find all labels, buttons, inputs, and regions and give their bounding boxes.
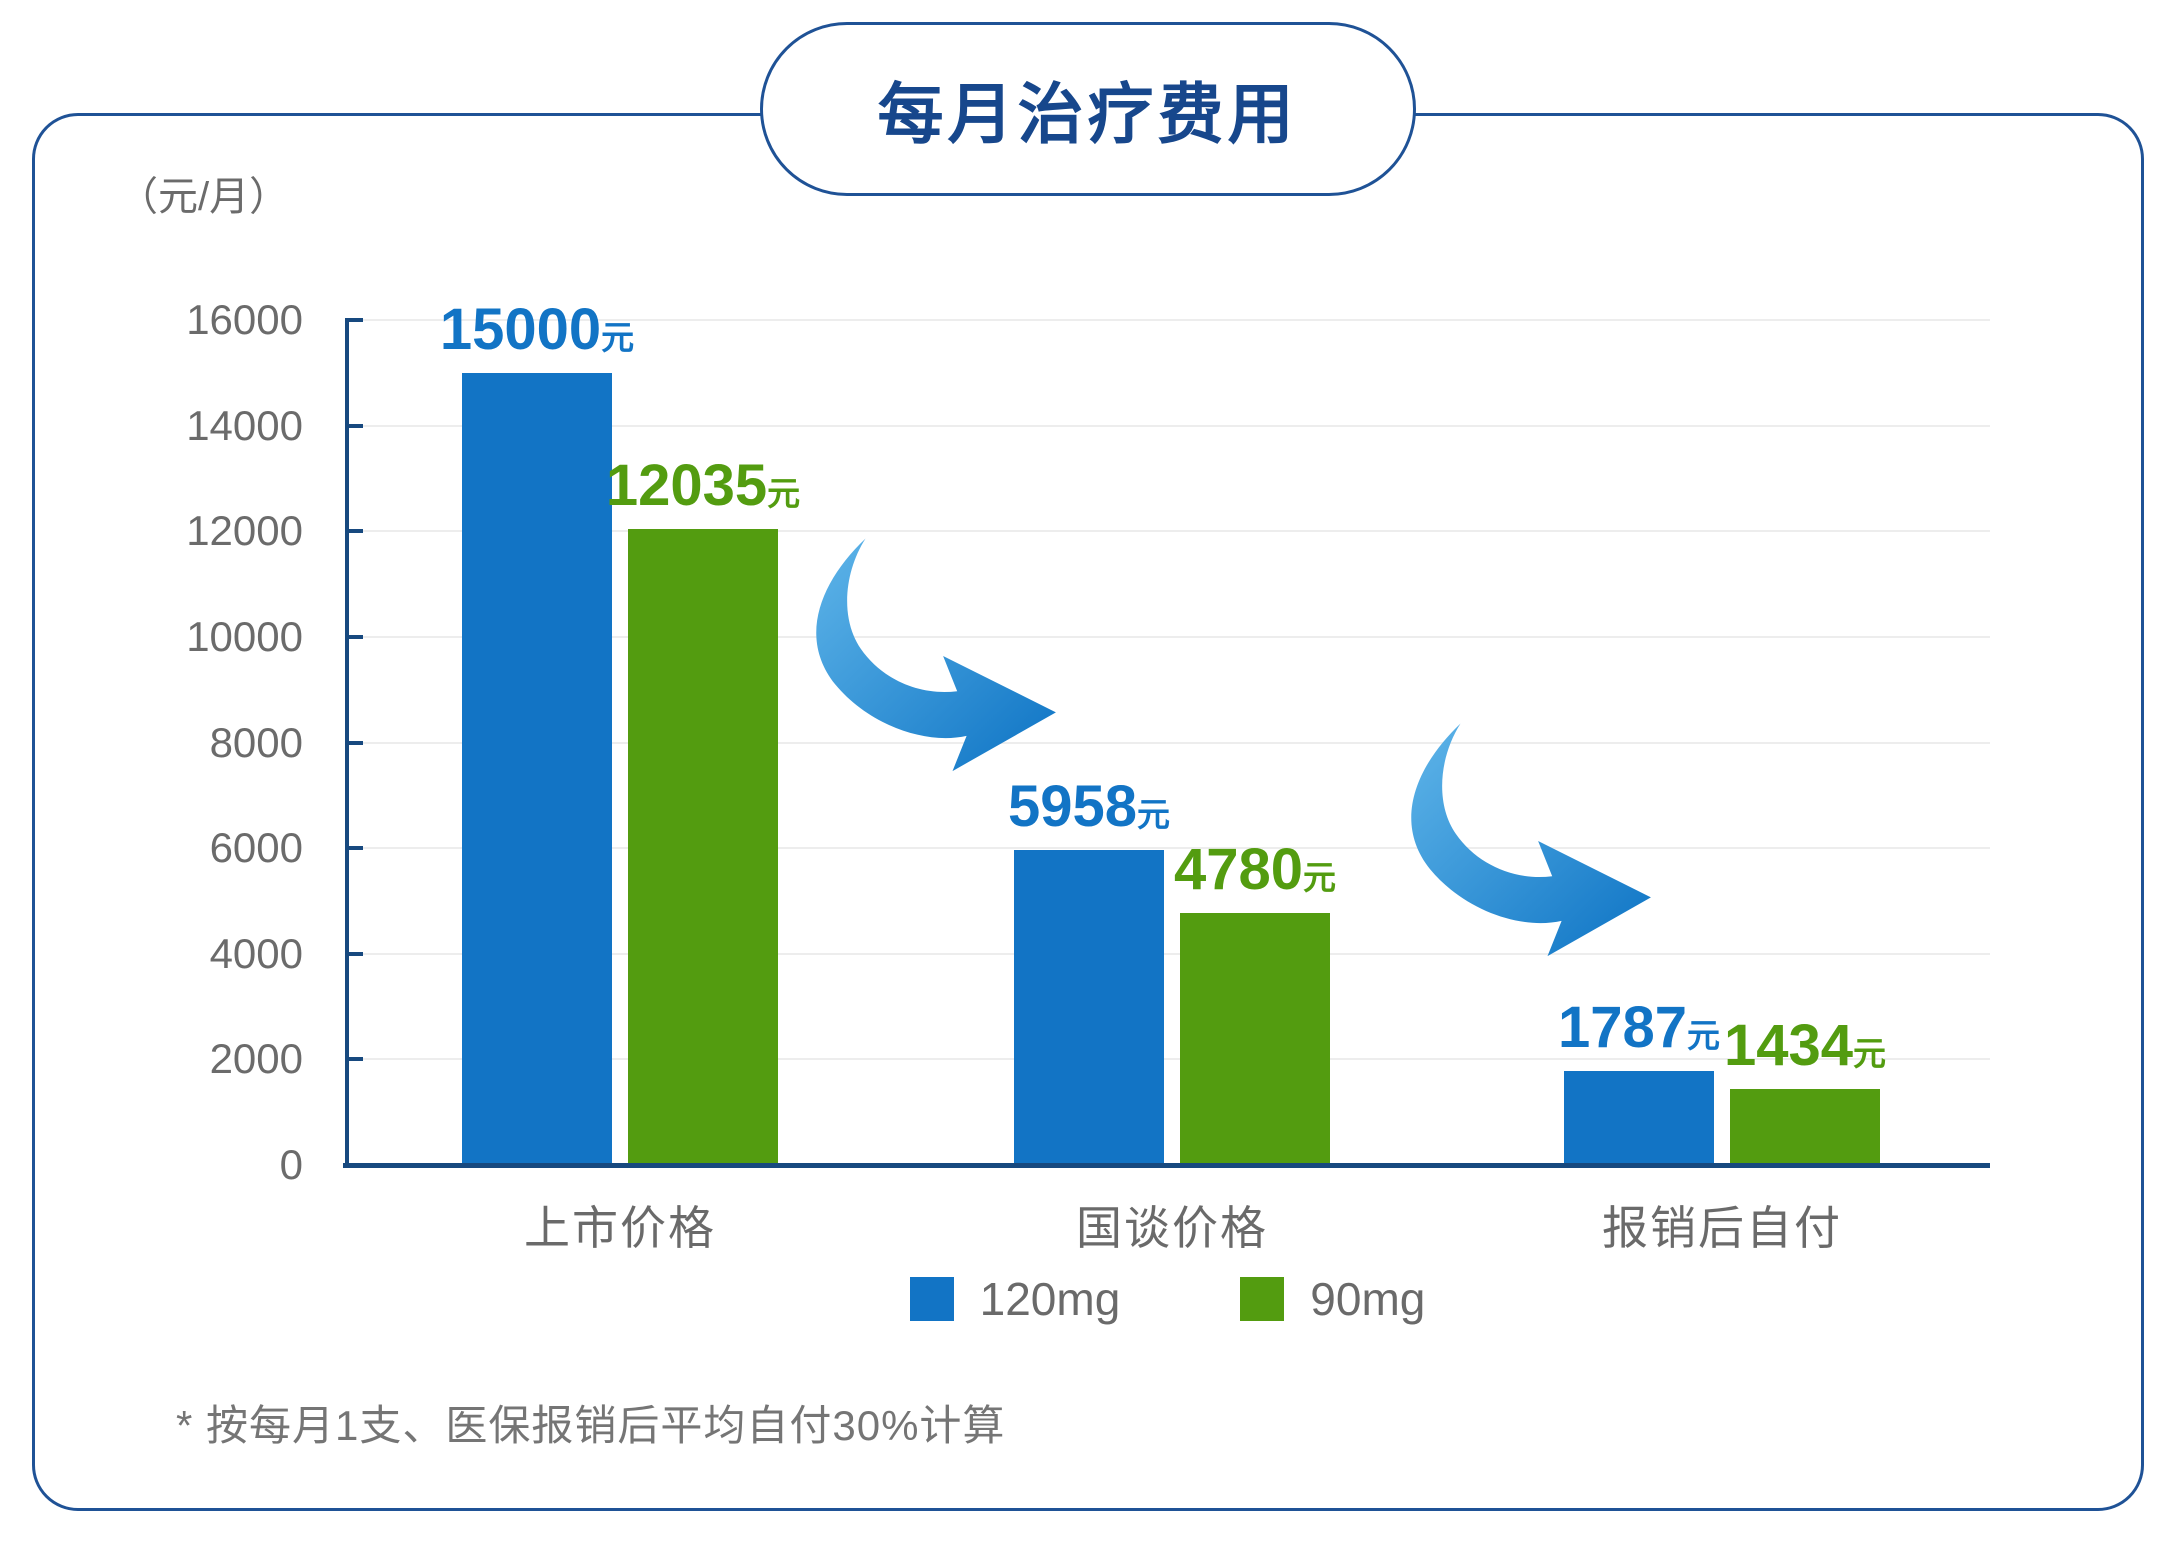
bar-value-suffix: 元 bbox=[1137, 796, 1171, 834]
gridline-16000 bbox=[345, 319, 1990, 321]
y-tick-label-4000: 4000 bbox=[209, 929, 303, 977]
x-axis-line bbox=[343, 1163, 1990, 1168]
bar-value-number: 4780 bbox=[1173, 836, 1304, 902]
chart-card bbox=[32, 113, 2144, 1511]
y-tick-4000 bbox=[345, 951, 363, 956]
bar-value-suffix: 元 bbox=[1687, 1016, 1721, 1054]
bar-90mg-国谈价格 bbox=[1180, 912, 1330, 1163]
legend-swatch-90mg bbox=[1240, 1277, 1285, 1321]
x-category-label-上市价格: 上市价格 bbox=[524, 1202, 716, 1254]
y-axis-unit-label: （元/月） bbox=[118, 175, 290, 219]
bar-120mg-上市价格 bbox=[462, 372, 612, 1163]
y-tick-label-2000: 2000 bbox=[209, 1035, 303, 1083]
bar-value-90mg-国谈价格: 4780元 bbox=[1174, 836, 1336, 903]
gridline-8000 bbox=[345, 741, 1990, 744]
y-tick-label-0: 0 bbox=[279, 1141, 303, 1188]
legend-swatch-120mg bbox=[909, 1277, 954, 1321]
y-tick-label-8000: 8000 bbox=[209, 718, 303, 766]
x-category-label-国谈价格: 国谈价格 bbox=[1076, 1202, 1268, 1254]
y-axis-line bbox=[345, 318, 349, 1168]
bar-value-suffix: 元 bbox=[1853, 1035, 1887, 1073]
bar-value-120mg-国谈价格: 5958元 bbox=[1008, 773, 1170, 840]
gridline-4000 bbox=[345, 952, 1990, 955]
bar-value-number: 15000 bbox=[439, 296, 602, 362]
gridline-10000 bbox=[345, 635, 1990, 638]
bar-120mg-国谈价格 bbox=[1014, 850, 1164, 1163]
y-tick-8000 bbox=[345, 740, 363, 745]
y-tick-12000 bbox=[345, 529, 363, 534]
legend-label-90mg: 90mg bbox=[1310, 1273, 1426, 1325]
bar-value-suffix: 元 bbox=[767, 475, 801, 513]
decrease-arrow-icon bbox=[816, 538, 1056, 772]
y-tick-2000 bbox=[345, 1057, 363, 1062]
y-tick-label-10000: 10000 bbox=[186, 612, 303, 660]
bar-value-120mg-上市价格: 15000元 bbox=[440, 296, 634, 363]
bar-90mg-上市价格 bbox=[628, 529, 778, 1163]
gridline-2000 bbox=[345, 1058, 1990, 1061]
gridline-6000 bbox=[345, 847, 1990, 850]
bar-value-number: 1434 bbox=[1723, 1013, 1854, 1079]
legend: 120mg 90mg bbox=[345, 1272, 1990, 1326]
bar-value-90mg-上市价格: 12035元 bbox=[606, 452, 800, 519]
bar-value-number: 12035 bbox=[605, 453, 768, 519]
y-tick-label-12000: 12000 bbox=[186, 507, 303, 555]
y-tick-10000 bbox=[345, 634, 363, 639]
bar-120mg-报销后自付 bbox=[1564, 1070, 1714, 1163]
y-tick-label-14000: 14000 bbox=[186, 401, 303, 449]
bar-value-number: 5958 bbox=[1007, 774, 1138, 840]
y-tick-14000 bbox=[345, 423, 363, 428]
gridline-14000 bbox=[345, 424, 1990, 427]
footnote: * 按每月1支、医保报销后平均自付30%计算 bbox=[176, 1402, 1006, 1449]
bar-value-suffix: 元 bbox=[601, 318, 635, 356]
y-tick-16000 bbox=[345, 318, 363, 322]
x-category-label-报销后自付: 报销后自付 bbox=[1602, 1202, 1842, 1254]
page-title: 每月治疗费用 bbox=[877, 77, 1298, 151]
bar-value-number: 1787 bbox=[1557, 994, 1688, 1060]
bar-value-90mg-报销后自付: 1434元 bbox=[1724, 1012, 1886, 1079]
legend-label-120mg: 120mg bbox=[979, 1273, 1121, 1325]
bar-90mg-报销后自付 bbox=[1730, 1089, 1880, 1163]
bar-value-120mg-报销后自付: 1787元 bbox=[1558, 994, 1720, 1061]
decrease-arrow-icon bbox=[1411, 723, 1651, 957]
legend-item-90mg: 90mg bbox=[1240, 1272, 1425, 1326]
title-pill: 每月治疗费用 bbox=[759, 22, 1416, 196]
y-tick-6000 bbox=[345, 846, 363, 851]
bar-value-suffix: 元 bbox=[1303, 858, 1337, 896]
y-tick-label-16000: 16000 bbox=[186, 296, 303, 343]
gridline-12000 bbox=[345, 530, 1990, 533]
y-tick-label-6000: 6000 bbox=[209, 824, 303, 872]
legend-item-120mg: 120mg bbox=[909, 1272, 1121, 1326]
